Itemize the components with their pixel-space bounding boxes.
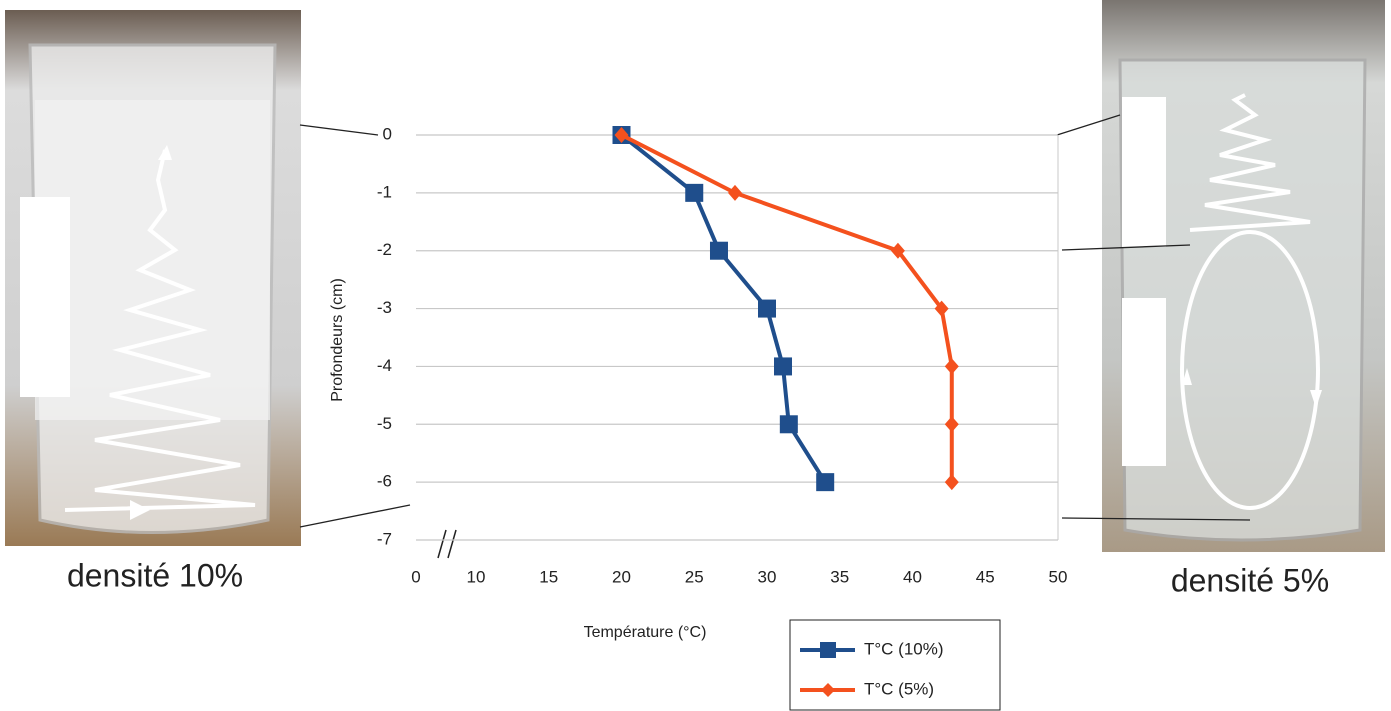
y-tick-label: -1 — [377, 182, 392, 201]
x-tick-label: 30 — [758, 567, 777, 586]
y-tick-label: -3 — [377, 298, 392, 317]
x-tick-label: 10 — [467, 567, 486, 586]
x-tick-label: 20 — [612, 567, 631, 586]
x-tick-label: 15 — [539, 567, 558, 586]
data-point — [758, 299, 776, 318]
legend-swatch — [820, 642, 836, 658]
x-tick-label: 50 — [1049, 567, 1068, 586]
legend-label: T°C (10%) — [864, 639, 944, 658]
y-tick-label: 0 — [383, 124, 392, 143]
right-photo — [1102, 0, 1385, 552]
x-axis-label: Température (°C) — [584, 624, 707, 641]
data-point — [709, 241, 728, 260]
data-point — [614, 127, 629, 143]
data-point — [944, 474, 959, 491]
legend-box — [789, 619, 1001, 711]
y-tick-label: -5 — [377, 414, 392, 433]
data-point — [774, 357, 793, 376]
y-tick-label: -7 — [377, 529, 392, 548]
legend-swatch — [821, 683, 835, 697]
x-tick-label: 25 — [685, 567, 704, 586]
connector-lines — [299, 114, 1251, 528]
x-tick-label: 35 — [830, 567, 849, 586]
y-tick-label: -4 — [377, 356, 392, 375]
x-tick-label: 45 — [976, 567, 995, 586]
data-point — [944, 358, 959, 375]
data-point — [944, 416, 959, 433]
data-point — [890, 242, 905, 259]
x-tick-label: 40 — [903, 567, 922, 586]
data-point — [727, 184, 742, 201]
x-tick-label: 0 — [411, 567, 420, 586]
y-tick-label: -6 — [377, 472, 392, 491]
axis-break — [437, 529, 457, 559]
data-point — [779, 415, 798, 434]
y-axis-label: Profondeurs (cm) — [329, 278, 346, 402]
data-point — [816, 473, 835, 492]
left-photo — [5, 10, 301, 546]
left-caption: densité 10% — [67, 557, 243, 593]
data-point — [934, 300, 949, 317]
legend-label: T°C (5%) — [864, 679, 934, 698]
y-tick-label: -2 — [377, 240, 392, 259]
data-point — [685, 183, 704, 202]
right-caption: densité 5% — [1171, 562, 1329, 598]
